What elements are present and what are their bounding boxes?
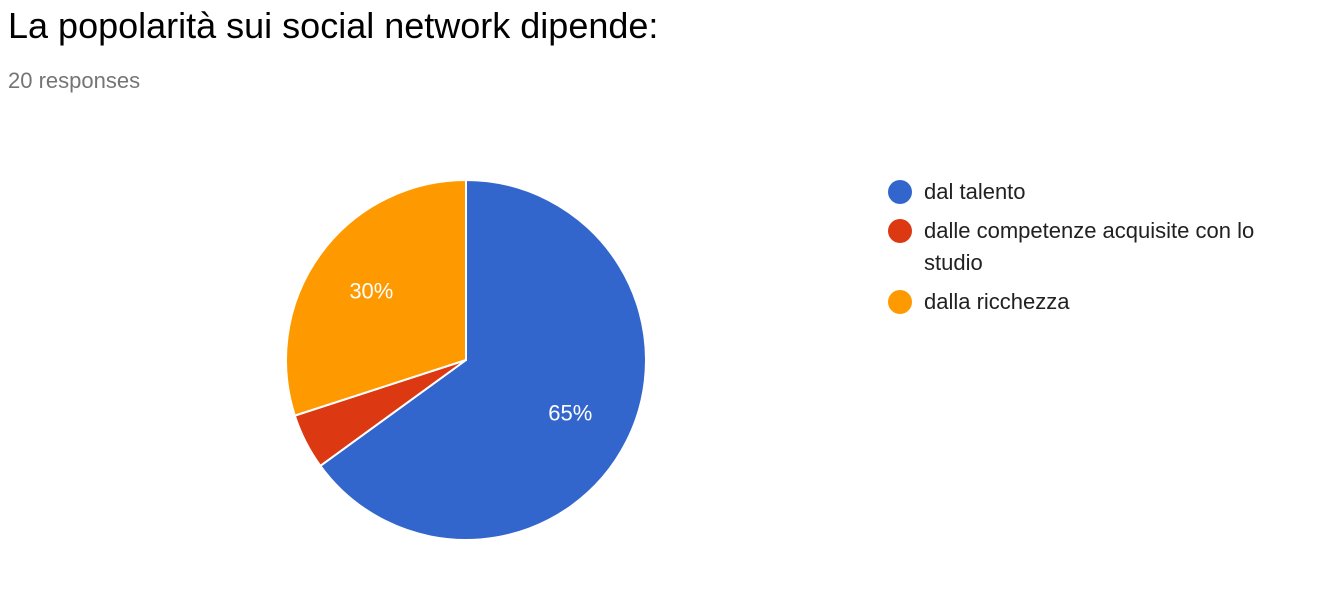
legend-swatch-icon (888, 290, 912, 314)
response-count: 20 responses (8, 68, 141, 93)
pie-slice-3[interactable] (285, 178, 467, 417)
chart-title: La popolarità sui social network dipende… (8, 5, 659, 46)
legend-label: dalla ricchezza (924, 289, 1070, 314)
legend-label: dalle competenze acquisite con lo studio (924, 218, 1255, 275)
pie-slice-1[interactable] (318, 178, 647, 541)
slice-label-3: 30% (349, 279, 393, 304)
legend: dal talento dalle competenze acquisite co… (888, 176, 1308, 325)
legend-item-3[interactable]: dalla ricchezza (888, 286, 1308, 318)
slice-label-1: 65% (548, 401, 592, 426)
legend-label: dal talento (924, 179, 1026, 204)
legend-swatch-icon (888, 180, 912, 204)
legend-item-1[interactable]: dal talento (888, 176, 1308, 208)
legend-swatch-icon (888, 219, 912, 243)
pie-chart: 65% 30% (285, 178, 647, 541)
legend-item-2[interactable]: dalle competenze acquisite con lo studio (888, 215, 1308, 279)
